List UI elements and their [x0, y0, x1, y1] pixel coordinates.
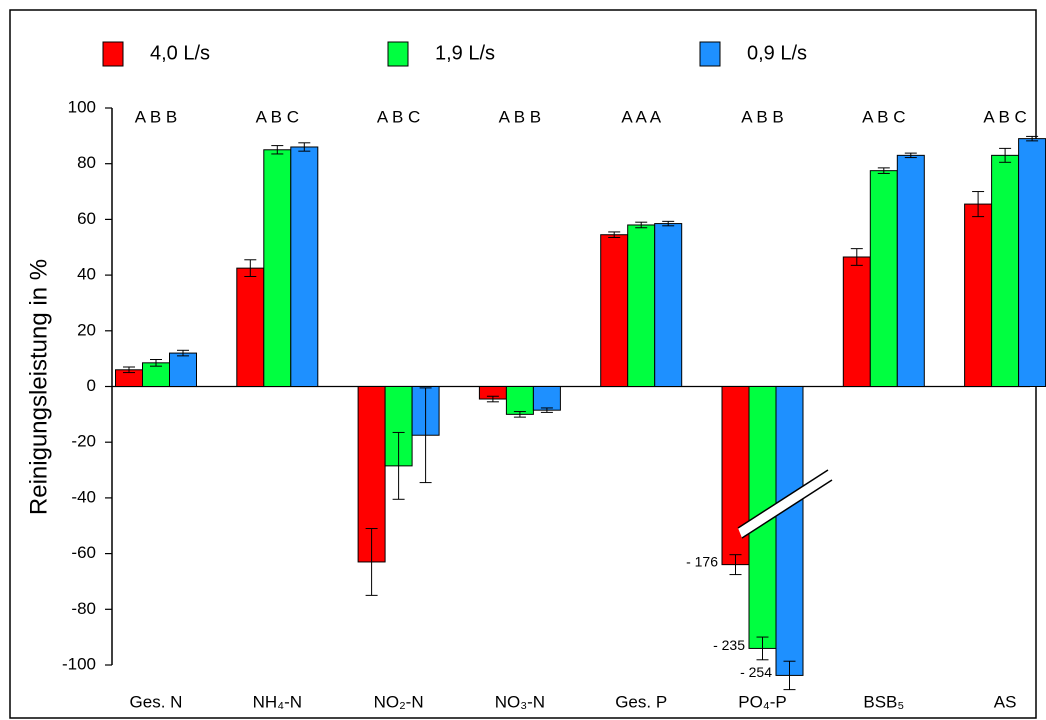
error-bar	[1026, 135, 1039, 142]
y-tick-label: -40	[71, 487, 96, 506]
error-bar	[662, 220, 675, 227]
y-axis-label: Reinigungsleistung in %	[25, 259, 52, 515]
y-tick-label: 0	[87, 376, 96, 395]
error-bar	[608, 231, 621, 239]
x-tick-label: Ges. P	[615, 692, 667, 711]
error-bar	[365, 528, 378, 596]
y-tick-label: 80	[77, 153, 96, 172]
bar	[263, 149, 292, 387]
error-bar	[904, 152, 917, 159]
bar	[964, 203, 993, 387]
significance-label: A B B	[499, 107, 542, 126]
error-bar	[486, 395, 499, 403]
error-bar	[877, 167, 890, 174]
error-bar	[244, 259, 257, 277]
legend-swatch	[387, 41, 409, 67]
bar	[236, 267, 265, 388]
error-bar	[635, 221, 648, 229]
bar	[600, 234, 629, 387]
bar	[842, 256, 871, 387]
bar	[721, 386, 750, 566]
y-tick-label: 100	[68, 97, 96, 116]
x-tick-label: Ges. N	[130, 692, 183, 711]
error-bar	[972, 191, 985, 218]
legend-label: 0,9 L/s	[747, 42, 807, 64]
legend-swatch	[699, 41, 721, 67]
axis-break	[737, 469, 833, 539]
bar	[775, 386, 804, 676]
break-band	[738, 470, 832, 538]
bar	[505, 386, 534, 415]
error-bar	[783, 660, 796, 691]
break-line	[741, 479, 833, 539]
error-bar	[419, 387, 432, 484]
error-bar	[999, 147, 1012, 163]
error-bar	[540, 407, 553, 413]
break-line	[737, 469, 829, 529]
bar	[869, 170, 898, 387]
error-bar	[150, 358, 162, 367]
significance-label: A B B	[135, 107, 178, 126]
x-tick-label: NO₂-N	[374, 692, 424, 711]
bar	[532, 386, 561, 411]
error-bar	[756, 636, 769, 661]
error-bar	[123, 366, 135, 374]
bar	[654, 223, 683, 387]
x-tick-label: PO₄-P	[738, 692, 787, 711]
bar	[896, 154, 925, 387]
y-tick-label: -20	[71, 432, 96, 451]
error-bar	[392, 431, 405, 500]
y-tick-label: -80	[71, 599, 96, 618]
x-tick-label: AS	[994, 692, 1017, 711]
bar	[991, 154, 1020, 387]
error-bar	[850, 248, 863, 266]
x-tick-label: BSB₅	[863, 692, 904, 711]
value-label: - 254	[740, 664, 772, 680]
y-tick-label: -100	[62, 654, 96, 673]
legend-label: 4,0 L/s	[150, 42, 210, 64]
bar	[627, 224, 656, 387]
value-label: - 235	[713, 637, 745, 653]
value-label: - 176	[686, 553, 718, 569]
error-bar	[729, 554, 742, 576]
legend-swatch	[102, 41, 124, 67]
bar	[1018, 138, 1046, 387]
error-bar	[177, 349, 189, 357]
significance-label: A A A	[621, 107, 661, 126]
error-bar	[513, 411, 526, 418]
legend-label: 1,9 L/s	[435, 42, 495, 64]
y-tick-label: 20	[77, 320, 96, 339]
significance-label: A B C	[377, 107, 420, 126]
significance-label: A B C	[862, 107, 905, 126]
significance-label: A B C	[983, 107, 1026, 126]
significance-label: A B C	[256, 107, 299, 126]
y-tick-label: -60	[71, 543, 96, 562]
error-bar	[271, 145, 284, 155]
bar	[169, 352, 197, 387]
x-tick-label: NH₄-N	[253, 692, 302, 711]
x-tick-label: NO₃-N	[495, 692, 545, 711]
error-bar	[298, 142, 311, 152]
bar	[290, 146, 319, 387]
significance-label: A B B	[741, 107, 784, 126]
y-tick-label: 40	[77, 265, 96, 284]
y-tick-label: 60	[77, 209, 96, 228]
